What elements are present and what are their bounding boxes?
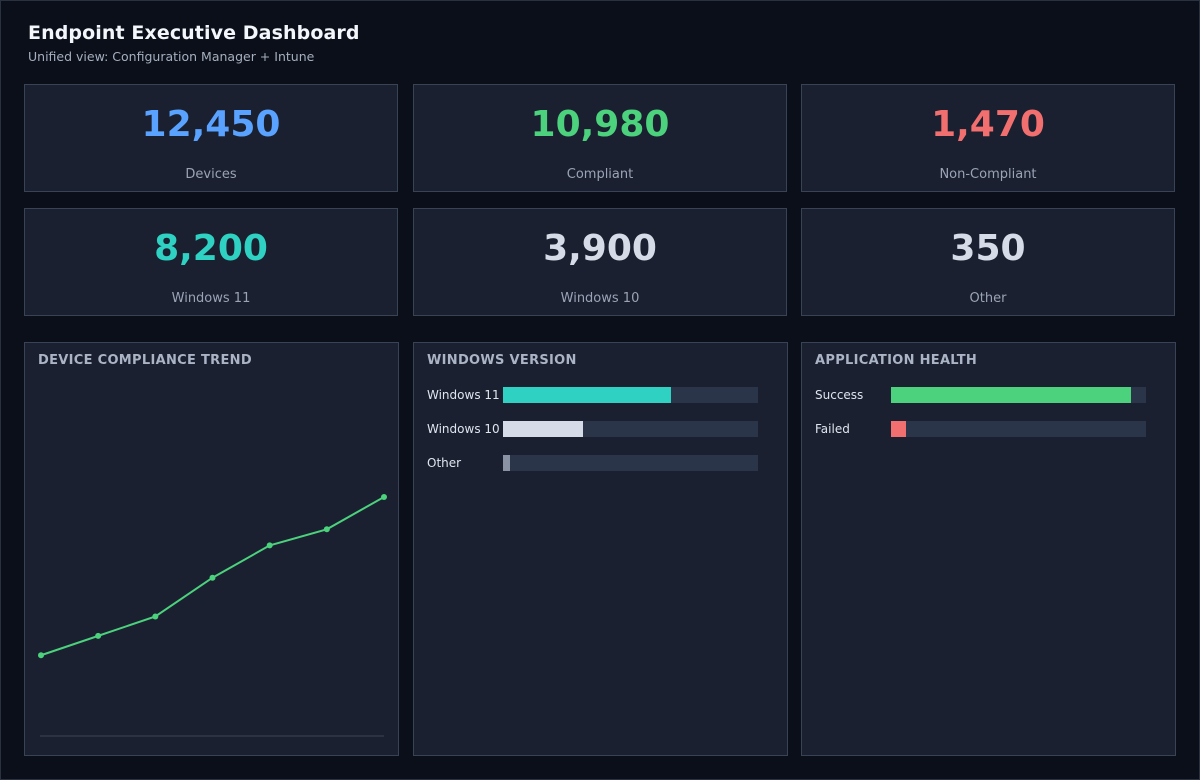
- bar-fill: [891, 421, 907, 437]
- kpi-label: Windows 10: [560, 291, 640, 306]
- compliance-trend-panel: DEVICE COMPLIANCE TREND: [24, 342, 399, 756]
- bar-track: [891, 387, 1146, 403]
- bar-fill: [503, 421, 583, 437]
- kpi-value: 1,470: [931, 104, 1045, 145]
- bar-label: Windows 11: [427, 388, 500, 402]
- kpi-label: Compliant: [566, 167, 634, 182]
- data-point: [266, 542, 273, 549]
- kpi-value: 3,900: [543, 228, 657, 269]
- data-point: [209, 574, 216, 581]
- kpi-label: Other: [969, 291, 1007, 306]
- kpi-value: 350: [950, 228, 1026, 269]
- data-point: [152, 613, 159, 620]
- bar-row-windows-11: Windows 11: [427, 387, 767, 403]
- compliance-trend-chart: [38, 493, 387, 737]
- bar-fill: [503, 455, 511, 471]
- bar-label: Windows 10: [427, 422, 500, 436]
- kpi-label: Non-Compliant: [939, 167, 1037, 182]
- kpi-card-devices: 12,450 Devices: [24, 84, 398, 192]
- bar-label: Success: [815, 388, 864, 402]
- bar-row-failed: Failed: [815, 421, 1155, 437]
- kpi-card-windows-11: 8,200 Windows 11: [24, 208, 398, 316]
- bar-label: Other: [427, 456, 462, 470]
- kpi-label: Windows 11: [171, 291, 251, 306]
- page-subtitle: Unified view: Configuration Manager + In…: [28, 49, 315, 64]
- bar-row-windows-10: Windows 10: [427, 421, 767, 437]
- kpi-value: 10,980: [530, 104, 670, 145]
- bar-track: [503, 421, 758, 437]
- bar-label: Failed: [815, 422, 850, 436]
- bar-row-other: Other: [427, 455, 767, 471]
- kpi-value: 12,450: [141, 104, 281, 145]
- kpi-card-non-compliant: 1,470 Non-Compliant: [801, 84, 1175, 192]
- kpi-label: Devices: [185, 167, 237, 182]
- windows-version-panel: WINDOWS VERSION Windows 11 Windows 10 Ot…: [413, 342, 788, 756]
- data-point: [323, 526, 330, 533]
- bar-track: [891, 421, 1146, 437]
- page-title: Endpoint Executive Dashboard: [28, 22, 360, 44]
- bar-fill: [891, 387, 1131, 403]
- header: Endpoint Executive Dashboard Unified vie…: [28, 22, 360, 64]
- application-health-panel: APPLICATION HEALTH Success Failed: [801, 342, 1176, 756]
- bar-track: [503, 455, 758, 471]
- data-point: [95, 632, 102, 639]
- kpi-card-windows-10: 3,900 Windows 10: [413, 208, 787, 316]
- kpi-value: 8,200: [154, 228, 268, 269]
- data-point: [381, 493, 387, 500]
- kpi-card-other: 350 Other: [801, 208, 1175, 316]
- panel-title: APPLICATION HEALTH: [815, 353, 978, 368]
- kpi-card-compliant: 10,980 Compliant: [413, 84, 787, 192]
- bar-fill: [503, 387, 671, 403]
- bar-track: [503, 387, 758, 403]
- data-point: [38, 652, 44, 659]
- bar-row-success: Success: [815, 387, 1155, 403]
- panel-title: DEVICE COMPLIANCE TREND: [38, 353, 252, 368]
- panel-title: WINDOWS VERSION: [427, 353, 577, 368]
